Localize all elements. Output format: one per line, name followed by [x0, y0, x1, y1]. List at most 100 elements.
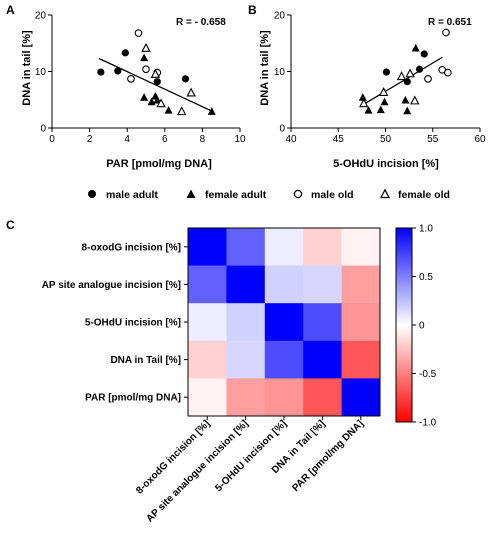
x-tick-label: 4 [124, 134, 130, 145]
data-point-male-adult [415, 65, 424, 73]
data-point-male-old [444, 68, 452, 77]
heatmap-cell [341, 303, 381, 342]
data-point-female-old [396, 71, 407, 81]
data-point-female-adult [164, 106, 173, 114]
data-point-female-adult [140, 53, 149, 62]
colorbar-tick-label: 1.0 [419, 224, 433, 235]
heatmap-cell [341, 378, 381, 417]
colorbar-tick-label: 0 [419, 321, 425, 332]
heatmap-cell [188, 340, 227, 379]
row-label: 5-OHdU incision [%] [85, 318, 181, 329]
panel-b-xlabel: 5-OHdU incision [%] [333, 158, 439, 170]
heatmap-cell [226, 340, 266, 379]
data-point-female-old [186, 87, 196, 97]
heatmap-cell [188, 228, 227, 266]
legend-marker-filled-triangle [186, 189, 196, 198]
legend-label: female adult [205, 189, 267, 201]
data-point-male-old [142, 65, 150, 74]
heatmap-cell [188, 303, 227, 342]
data-point-male-adult [153, 78, 161, 86]
data-point-female-old [410, 95, 420, 105]
legend-item-female-old: female old [380, 188, 450, 201]
data-point-female-adult [207, 107, 216, 115]
colorbar-tick-label: 0.5 [419, 272, 433, 283]
data-point-female-old [359, 98, 369, 108]
heatmap-cell [226, 265, 266, 304]
heatmap-cell [226, 228, 266, 266]
colorbar [395, 227, 413, 423]
data-point-male-adult [181, 75, 190, 83]
x-tick-label: 45 [333, 134, 345, 145]
data-point-female-adult [140, 93, 149, 101]
col-label: PAR [pmol/mg DNA] [290, 418, 366, 494]
row-label: PAR [pmol/mg DNA] [85, 393, 181, 404]
data-point-female-adult [376, 105, 385, 114]
legend-marker-open-circle [293, 189, 303, 199]
data-point-female-adult [153, 95, 162, 104]
heatmap-cell [188, 265, 227, 304]
heatmap-cell [264, 378, 304, 417]
heatmap-cell [341, 340, 381, 379]
col-label: 8-oxodG incision [%] [134, 418, 212, 496]
regression-line [361, 56, 443, 106]
heatmap-cell [303, 228, 342, 266]
heatmap-panel-c: 8-oxodG incision [%] AP site analogue inc… [42, 224, 437, 525]
heatmap-cell [188, 378, 227, 417]
data-point-female-adult [364, 106, 373, 114]
legend-label: male old [311, 189, 354, 201]
x-tick-label: 6 [162, 134, 168, 145]
heatmap-cell [303, 265, 342, 304]
data-point-male-old [442, 28, 450, 37]
data-point-female-adult [380, 97, 389, 106]
x-tick-label: 10 [234, 134, 246, 145]
panel-a-xlabel: PAR [pmol/mg DNA] [106, 158, 212, 170]
scatter-panel-b: R = 0.651 DNA in tail [%] 5-OHdU incisio… [259, 11, 486, 171]
heatmap-cell [303, 340, 342, 379]
heatmap-cell [226, 303, 266, 342]
data-point-female-adult [403, 106, 412, 115]
panel-b-ylabel: DNA in tail [%] [259, 30, 271, 106]
row-label: 8-oxodG incision [%] [82, 242, 181, 253]
heatmap-cell [264, 265, 304, 304]
panel-label-b: B [248, 3, 257, 17]
x-tick-label: 50 [380, 134, 392, 145]
row-label: AP site analogue incision [%] [42, 280, 181, 291]
heatmap-cell [303, 378, 342, 417]
legend-item-male-old: male old [293, 189, 354, 201]
data-point-male-old [127, 74, 135, 83]
data-point-male-adult [420, 50, 428, 58]
y-tick-label: 10 [274, 67, 286, 78]
panel-a-annotation: R = - 0.658 [176, 17, 226, 28]
colorbar-tick-label: -0.5 [419, 369, 437, 380]
data-point-female-old [378, 87, 389, 96]
x-tick-label: 60 [474, 134, 486, 145]
panel-a-ylabel: DNA in tail [%] [21, 30, 33, 106]
data-point-female-old [177, 106, 187, 116]
data-point-female-adult [151, 91, 160, 100]
panel-label-a: A [6, 3, 15, 17]
x-tick-label: 2 [87, 134, 93, 145]
heatmap-cell [226, 378, 266, 417]
x-tick-label: 40 [285, 134, 297, 145]
panel-b-annotation: R = 0.651 [428, 17, 472, 28]
data-point-male-adult [97, 68, 105, 76]
data-point-female-adult [401, 95, 410, 104]
data-point-female-old [141, 42, 151, 52]
legend-item-male-adult: male adult [88, 189, 158, 201]
data-point-female-old [405, 68, 415, 78]
heatmap-cell [341, 228, 381, 266]
heatmap-cell [341, 265, 381, 304]
row-label: DNA in Tail [%] [110, 355, 181, 366]
y-tick-label: 0 [40, 124, 46, 135]
legend-marker-filled-circle [88, 190, 96, 198]
heatmap-cell [264, 303, 304, 342]
data-point-female-old [156, 98, 166, 108]
regression-line [98, 57, 213, 112]
data-point-female-old [150, 68, 161, 78]
legend-item-female-adult: female adult [186, 189, 267, 201]
x-tick-label: 0 [49, 134, 55, 145]
col-label: 5-OHdU incision [%] [213, 418, 289, 494]
data-point-male-adult [114, 67, 122, 75]
y-tick-label: 0 [279, 124, 285, 135]
